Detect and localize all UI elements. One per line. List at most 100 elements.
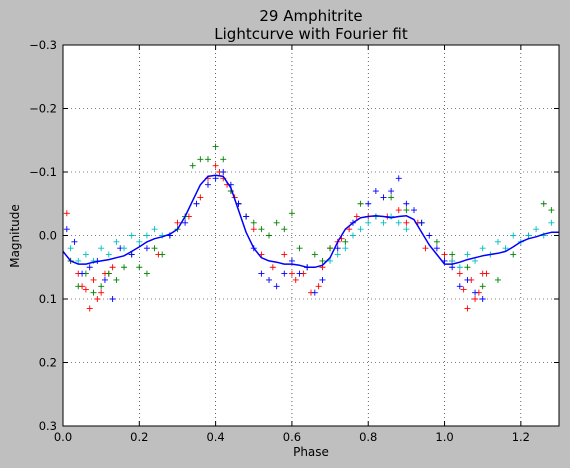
data-point <box>479 296 486 302</box>
data-point <box>292 276 299 283</box>
data-point <box>273 219 280 226</box>
data-point <box>464 305 471 312</box>
x-tick-label: 0.0 <box>54 430 72 444</box>
data-point <box>349 232 356 239</box>
data-point <box>456 283 463 290</box>
y-tick-label: 0.3 <box>39 419 57 433</box>
data-point <box>494 238 501 245</box>
data-point <box>319 257 326 264</box>
data-point <box>472 257 479 264</box>
data-point <box>288 210 295 217</box>
data-point <box>220 156 227 163</box>
data-point <box>380 194 387 201</box>
x-tick-label: 1.2 <box>512 430 530 444</box>
data-point <box>128 251 135 258</box>
data-point <box>113 276 120 283</box>
data-point <box>479 245 486 252</box>
data-point <box>403 207 410 214</box>
fourier-fit <box>62 174 559 269</box>
data-point <box>75 283 82 290</box>
x-tick-label: 1.0 <box>435 430 453 444</box>
data-point <box>449 251 456 258</box>
y-tick-label: −0.3 <box>29 38 57 52</box>
data-point <box>533 226 540 233</box>
x-tick-label: 0.4 <box>206 430 224 444</box>
x-tick-label: 0.6 <box>283 430 301 444</box>
data-point <box>143 270 150 277</box>
data-point <box>456 264 463 271</box>
x-tick-label: 0.2 <box>130 430 148 444</box>
data-point <box>342 245 349 252</box>
data-point <box>86 305 93 312</box>
data-point <box>63 210 70 217</box>
data-point <box>75 257 82 264</box>
data-point <box>327 257 334 264</box>
data-point <box>464 264 471 271</box>
data-point <box>479 283 486 290</box>
data-point <box>365 200 372 207</box>
data-point <box>540 200 547 207</box>
data-point <box>372 188 379 195</box>
y-tick-label: 0.2 <box>39 356 57 370</box>
data-point <box>151 245 158 252</box>
data-point <box>90 276 97 283</box>
data-point <box>82 251 89 258</box>
data-point <box>315 283 322 290</box>
data-point <box>422 245 429 252</box>
grid <box>63 45 559 426</box>
data-point <box>136 238 143 245</box>
data-point <box>63 226 70 233</box>
data-point <box>113 238 120 245</box>
data-point <box>109 264 116 271</box>
chart-title: 29 Amphitrite <box>259 7 362 25</box>
data-point <box>472 296 479 302</box>
data-point <box>212 175 219 182</box>
data-point <box>464 251 471 258</box>
data-point <box>105 270 112 277</box>
data-point <box>334 245 341 252</box>
data-point <box>90 289 97 296</box>
data-point <box>82 286 89 293</box>
data-point <box>411 207 418 214</box>
data-point <box>472 289 479 296</box>
data-point <box>483 270 490 277</box>
data-point <box>403 226 410 233</box>
data-point <box>510 251 517 258</box>
data-point <box>105 251 112 258</box>
fit-line <box>62 174 559 269</box>
data-point <box>502 245 509 252</box>
data-point <box>525 232 532 239</box>
data-point <box>441 251 448 258</box>
data-point <box>98 245 105 252</box>
data-point <box>250 219 257 226</box>
data-point <box>403 200 410 207</box>
data-point <box>212 162 219 169</box>
data-point <box>449 264 456 271</box>
data-point <box>403 219 410 226</box>
y-axis-label: Magnitude <box>8 204 22 268</box>
data-point <box>464 276 471 283</box>
data-point <box>357 226 364 233</box>
data-point <box>258 226 265 233</box>
data-point <box>266 276 273 283</box>
data-point <box>548 207 555 214</box>
data-point <box>67 245 74 252</box>
data-point <box>189 162 196 169</box>
data-point <box>136 264 143 271</box>
y-tick-label: −0.2 <box>29 102 57 116</box>
data-point <box>418 219 425 226</box>
data-point <box>101 276 108 283</box>
data-point <box>311 251 318 258</box>
data-point <box>288 257 295 264</box>
data-point <box>86 264 93 271</box>
y-tick-label: 0.0 <box>39 229 57 243</box>
data-point <box>380 219 387 226</box>
data-point <box>296 245 303 252</box>
data-point <box>395 207 402 214</box>
data-point <box>346 226 353 233</box>
data-point <box>334 251 341 258</box>
data-point <box>494 276 501 283</box>
data-point <box>342 238 349 245</box>
